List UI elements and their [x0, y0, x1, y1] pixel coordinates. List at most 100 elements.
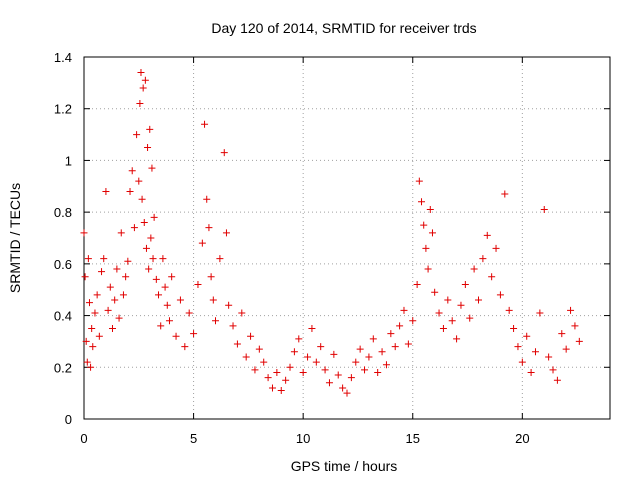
data-point	[325, 379, 333, 387]
x-tick-label: 15	[406, 431, 420, 446]
data-point	[444, 296, 452, 304]
data-point	[205, 224, 213, 232]
data-point	[83, 358, 91, 366]
data-point	[100, 255, 108, 263]
data-point	[198, 239, 206, 247]
data-point	[439, 325, 447, 332]
y-tick-label: 1.4	[54, 50, 72, 65]
data-point	[365, 353, 373, 361]
data-point	[492, 244, 500, 252]
data-point	[242, 353, 250, 361]
data-point	[119, 291, 127, 299]
y-tick-label: 0.8	[54, 205, 72, 220]
data-point	[273, 368, 281, 376]
data-point	[567, 306, 575, 314]
data-point	[514, 343, 522, 351]
data-point	[209, 296, 217, 304]
data-point	[212, 317, 219, 325]
data-point	[194, 281, 202, 289]
data-point	[374, 368, 382, 376]
data-point	[558, 330, 566, 338]
data-point	[93, 291, 101, 299]
data-point	[148, 164, 156, 172]
data-point	[382, 361, 390, 369]
data-point	[84, 255, 92, 263]
data-point	[483, 231, 491, 239]
data-point	[448, 317, 456, 325]
data-point	[255, 345, 263, 353]
data-point	[334, 371, 342, 379]
data-point	[117, 229, 125, 237]
y-tick-label: 0.6	[54, 257, 72, 272]
data-point	[523, 332, 531, 340]
data-point	[146, 125, 154, 133]
data-point	[152, 275, 160, 283]
data-point	[161, 283, 169, 291]
data-point	[247, 332, 255, 340]
data-point	[124, 257, 132, 265]
data-point	[222, 229, 230, 237]
data-point	[233, 340, 241, 348]
data-point	[488, 273, 496, 281]
data-point	[396, 322, 404, 330]
data-point	[282, 376, 290, 384]
y-tick-label: 0.4	[54, 309, 72, 324]
data-point	[531, 348, 539, 356]
data-point	[220, 149, 228, 157]
data-point	[141, 76, 149, 84]
data-point	[428, 229, 436, 237]
data-point	[95, 332, 103, 340]
data-point	[251, 366, 259, 374]
x-tick-label: 5	[190, 431, 197, 446]
data-point	[466, 314, 474, 322]
data-point	[317, 343, 325, 351]
data-point	[136, 100, 144, 108]
data-point	[201, 120, 209, 128]
data-point	[295, 335, 303, 343]
data-point	[575, 337, 583, 345]
data-point	[185, 309, 193, 317]
data-point	[128, 167, 136, 175]
data-point	[203, 195, 211, 203]
data-point	[571, 322, 579, 330]
data-point	[115, 314, 123, 322]
data-point	[347, 374, 355, 382]
data-point	[299, 368, 307, 376]
data-point	[540, 206, 548, 214]
data-point	[149, 255, 157, 263]
data-point	[140, 218, 148, 226]
data-point	[150, 213, 158, 221]
data-point	[527, 368, 535, 376]
data-point	[369, 335, 377, 343]
data-point	[290, 348, 298, 356]
data-point	[82, 337, 90, 345]
data-point	[181, 343, 189, 351]
data-point	[312, 358, 320, 366]
data-point	[106, 283, 114, 291]
data-point	[87, 363, 95, 371]
data-point	[286, 363, 294, 371]
data-point	[104, 306, 112, 314]
data-point	[418, 198, 426, 206]
data-point	[207, 273, 215, 281]
data-point	[145, 265, 153, 273]
data-point	[356, 345, 364, 353]
data-point	[496, 291, 504, 299]
grid	[84, 57, 610, 419]
data-point	[172, 332, 180, 340]
data-point	[409, 317, 417, 325]
data-point	[308, 325, 316, 332]
data-point	[422, 244, 430, 252]
y-tick-label: 0	[65, 412, 72, 427]
data-point	[304, 353, 312, 361]
data-point	[238, 309, 246, 317]
data-point	[431, 288, 439, 296]
data-point	[138, 195, 146, 203]
data-point	[510, 325, 518, 332]
data-point	[545, 353, 553, 361]
data-point	[165, 317, 173, 325]
data-point	[420, 221, 428, 229]
data-point	[391, 343, 399, 351]
axis-ticks: 0 0.2 0.4 0.6 0.8 1 1.2 1.4 0 5 10 15 20	[54, 50, 610, 446]
